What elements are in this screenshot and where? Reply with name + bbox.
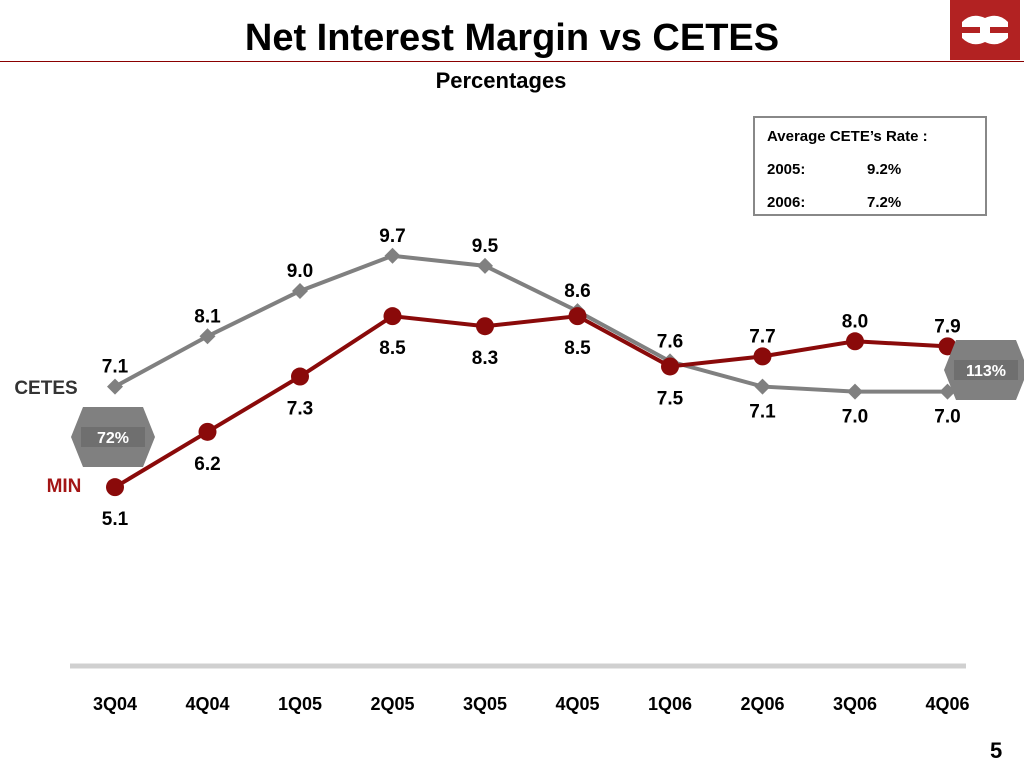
cetes-series-name: CETES [14, 378, 77, 399]
page-number: 5 [990, 738, 1003, 763]
cetes-point [292, 283, 308, 299]
cetes-value-label: 9.5 [472, 236, 499, 257]
cetes-value-label: 8.6 [564, 281, 590, 302]
average-rate-box: Average CETE’s Rate : 2005: 9.2% 2006: 7.2… [753, 116, 987, 216]
average-rate-heading: Average CETE’s Rate : [767, 128, 928, 145]
x-tick-label: 4Q06 [925, 694, 969, 714]
margin-ratio-badge-left: 72% [71, 407, 155, 467]
min-value-label: 8.0 [842, 311, 868, 332]
cetes-value-label: 7.0 [842, 407, 868, 428]
cetes-point [754, 378, 771, 395]
min-point [661, 357, 679, 376]
cetes-series-line [114, 253, 948, 394]
cetes-point [384, 247, 401, 264]
badge-label: 72% [97, 430, 129, 447]
min-value-label: 7.5 [657, 388, 684, 409]
min-value-label: 8.3 [472, 348, 498, 369]
min-point [198, 422, 217, 441]
min-point [846, 332, 864, 351]
x-tick-label: 2Q05 [370, 694, 414, 714]
min-value-label: 6.2 [194, 454, 220, 475]
x-tick-label: 3Q05 [463, 694, 507, 714]
x-tick-label: 3Q06 [833, 694, 877, 714]
chart-subtitle: Percentages [435, 68, 567, 93]
cetes-value-label: 9.0 [287, 261, 313, 282]
min-value-label: 8.5 [564, 338, 591, 359]
x-tick-label: 1Q05 [278, 694, 322, 714]
min-point [568, 307, 587, 326]
badge-label: 113% [966, 363, 1006, 380]
bank-logo-icon [950, 0, 1020, 60]
min-series-line [113, 314, 948, 489]
margin-ratio-badge-right: 113% [944, 340, 1024, 400]
min-value-label: 8.5 [379, 338, 406, 359]
x-tick-label: 3Q04 [93, 694, 137, 714]
cetes-point [107, 378, 123, 395]
min-point [291, 367, 309, 386]
x-tick-label: 2Q06 [740, 694, 784, 714]
cetes-value-label: 7.0 [934, 407, 960, 428]
min-point [476, 317, 494, 336]
cetes-value-label: 7.1 [749, 402, 776, 423]
title-divider [0, 61, 1024, 62]
rate-year: 2006: [767, 194, 806, 211]
cetes-point [477, 257, 493, 274]
min-series-name: MIN [47, 476, 82, 497]
rate-year: 2005: [767, 161, 806, 178]
page-title: Net Interest Margin vs CETES [244, 17, 780, 59]
min-point [106, 478, 124, 497]
x-tick-label: 4Q05 [555, 694, 599, 714]
cetes-value-label: 7.1 [102, 357, 129, 378]
cetes-point [199, 328, 216, 345]
min-value-label: 5.1 [102, 509, 129, 530]
x-tick-label: 4Q04 [185, 694, 229, 714]
min-point [383, 307, 402, 326]
min-value-label: 7.9 [934, 316, 960, 337]
cetes-value-label: 7.6 [657, 331, 683, 352]
min-value-label: 7.7 [749, 326, 775, 347]
x-tick-label: 1Q06 [648, 694, 692, 714]
average-rate-row: 2005: 9.2% [767, 161, 901, 178]
rate-value: 9.2% [867, 161, 902, 178]
rate-value: 7.2% [867, 194, 902, 211]
badge-band [954, 360, 1018, 380]
min-point [753, 347, 772, 366]
average-rate-row: 2006: 7.2% [767, 194, 901, 211]
cetes-point [847, 383, 863, 400]
cetes-value-label: 9.7 [379, 226, 405, 247]
cetes-value-label: 8.1 [194, 306, 221, 327]
min-value-label: 7.3 [287, 399, 313, 420]
badge-band [81, 427, 145, 447]
